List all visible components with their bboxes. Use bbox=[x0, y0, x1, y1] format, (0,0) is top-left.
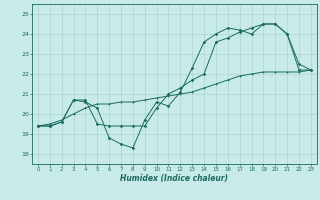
X-axis label: Humidex (Indice chaleur): Humidex (Indice chaleur) bbox=[120, 174, 228, 183]
